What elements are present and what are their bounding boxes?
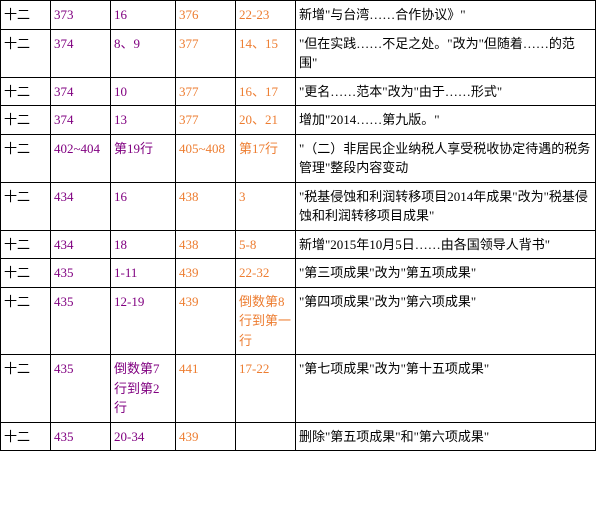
table-row: 十二3741337720、21增加"2014……第九版。": [1, 106, 596, 135]
table-cell: 435: [51, 355, 111, 423]
table-cell: 8、9: [111, 29, 176, 77]
table-cell: 16、17: [236, 77, 296, 106]
table-cell: 删除"第五项成果"和"第六项成果": [296, 422, 596, 451]
table-cell: 439: [176, 422, 236, 451]
table-row: 十二43512-19439倒数第8行到第一行"第四项成果"改为"第六项成果": [1, 287, 596, 355]
table-cell: 20、21: [236, 106, 296, 135]
table-cell: 20-34: [111, 422, 176, 451]
table-cell: 439: [176, 259, 236, 288]
table-cell: "但在实践……不足之处。"改为"但随着……的范围": [296, 29, 596, 77]
table-cell: 18: [111, 230, 176, 259]
table-cell: 376: [176, 1, 236, 30]
table-cell: 441: [176, 355, 236, 423]
table-cell: 16: [111, 182, 176, 230]
table-cell: 增加"2014……第九版。": [296, 106, 596, 135]
table-cell: 16: [111, 1, 176, 30]
table-cell: 374: [51, 106, 111, 135]
table-cell: 374: [51, 77, 111, 106]
table-cell: 405~408: [176, 134, 236, 182]
table-cell: 438: [176, 230, 236, 259]
table-cell: 3: [236, 182, 296, 230]
table-cell: 十二: [1, 134, 51, 182]
table-cell: 倒数第7行到第2行: [111, 355, 176, 423]
table-row: 十二43520-34439 删除"第五项成果"和"第六项成果": [1, 422, 596, 451]
table-cell: "税基侵蚀和利润转移项目2014年成果"改为"税基侵蚀和利润转移项目成果": [296, 182, 596, 230]
table-cell: 17-22: [236, 355, 296, 423]
table-cell: 439: [176, 287, 236, 355]
table-row: 十二3748、937714、15"但在实践……不足之处。"改为"但随着……的范围…: [1, 29, 596, 77]
table-cell: 十二: [1, 182, 51, 230]
table-cell: 十二: [1, 29, 51, 77]
table-cell: 倒数第8行到第一行: [236, 287, 296, 355]
errata-table: 十二3731637622-23新增"与台湾……合作协议》"十二3748、9377…: [0, 0, 596, 451]
table-cell: 434: [51, 182, 111, 230]
table-cell: 新增"2015年10月5日……由各国领导人背书": [296, 230, 596, 259]
table-row: 十二434184385-8新增"2015年10月5日……由各国领导人背书": [1, 230, 596, 259]
table-row: 十二402~404第19行405~408第17行"（二）非居民企业纳税人享受税收…: [1, 134, 596, 182]
table-cell: 5-8: [236, 230, 296, 259]
table-cell: 十二: [1, 259, 51, 288]
table-cell: 377: [176, 77, 236, 106]
table-cell: 402~404: [51, 134, 111, 182]
table-cell: 1-11: [111, 259, 176, 288]
table-cell: 13: [111, 106, 176, 135]
table-cell: "第七项成果"改为"第十五项成果": [296, 355, 596, 423]
table-cell: 第17行: [236, 134, 296, 182]
table-cell: 十二: [1, 355, 51, 423]
table-cell: 十二: [1, 77, 51, 106]
table-cell: 十二: [1, 106, 51, 135]
table-cell: "更名……范本"改为"由于……形式": [296, 77, 596, 106]
table-cell: 十二: [1, 287, 51, 355]
table-cell: 12-19: [111, 287, 176, 355]
table-cell: "第四项成果"改为"第六项成果": [296, 287, 596, 355]
table-cell: 435: [51, 422, 111, 451]
table-cell: "第三项成果"改为"第五项成果": [296, 259, 596, 288]
table-cell: 十二: [1, 422, 51, 451]
table-row: 十二3731637622-23新增"与台湾……合作协议》": [1, 1, 596, 30]
table-cell: 435: [51, 259, 111, 288]
table-cell: 374: [51, 29, 111, 77]
table-row: 十二435倒数第7行到第2行44117-22"第七项成果"改为"第十五项成果": [1, 355, 596, 423]
table-cell: 373: [51, 1, 111, 30]
table-cell: 435: [51, 287, 111, 355]
table-row: 十二4351-1143922-32"第三项成果"改为"第五项成果": [1, 259, 596, 288]
table-cell: 新增"与台湾……合作协议》": [296, 1, 596, 30]
table-cell: 377: [176, 29, 236, 77]
table-cell: 22-23: [236, 1, 296, 30]
table-body: 十二3731637622-23新增"与台湾……合作协议》"十二3748、9377…: [1, 1, 596, 451]
table-cell: 434: [51, 230, 111, 259]
table-cell: 第19行: [111, 134, 176, 182]
table-cell: 10: [111, 77, 176, 106]
table-row: 十二434164383"税基侵蚀和利润转移项目2014年成果"改为"税基侵蚀和利…: [1, 182, 596, 230]
table-cell: [236, 422, 296, 451]
table-row: 十二3741037716、17"更名……范本"改为"由于……形式": [1, 77, 596, 106]
table-cell: 438: [176, 182, 236, 230]
table-cell: 14、15: [236, 29, 296, 77]
table-cell: 十二: [1, 1, 51, 30]
table-cell: 22-32: [236, 259, 296, 288]
table-cell: 377: [176, 106, 236, 135]
table-cell: 十二: [1, 230, 51, 259]
table-cell: "（二）非居民企业纳税人享受税收协定待遇的税务管理"整段内容变动: [296, 134, 596, 182]
